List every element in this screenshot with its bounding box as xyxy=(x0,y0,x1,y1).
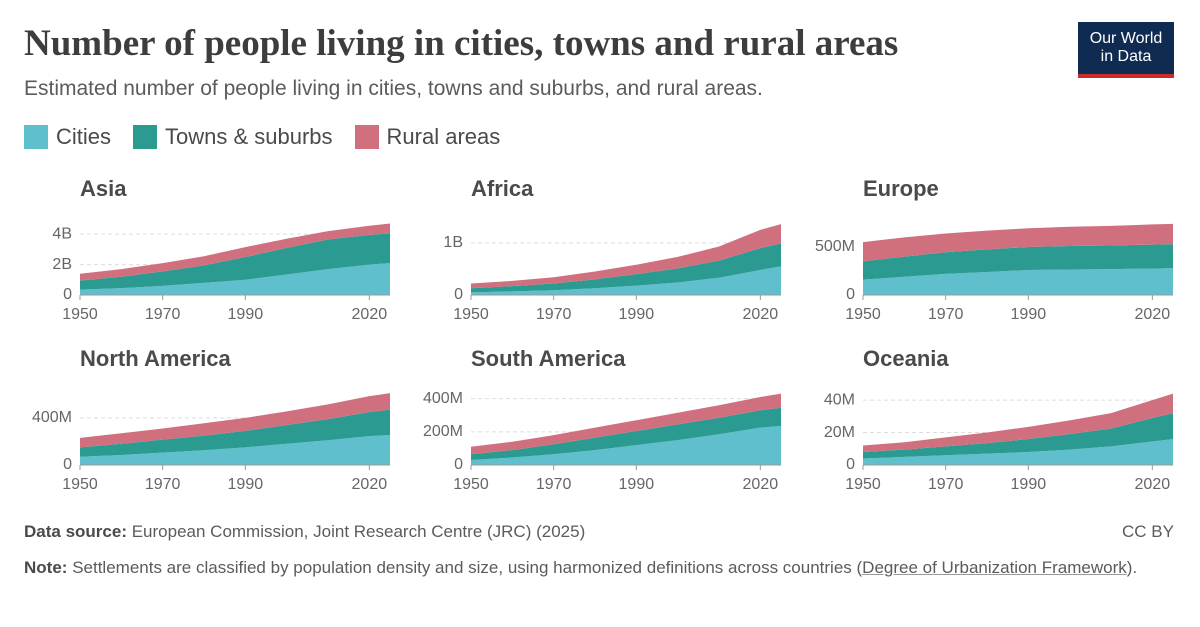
legend-label: Cities xyxy=(56,124,112,149)
y-tick-label: 400M xyxy=(423,390,463,407)
y-tick-label: 0 xyxy=(846,286,855,303)
legend-item[interactable]: Rural areas xyxy=(354,124,501,150)
area xyxy=(80,223,390,281)
panel-title: Africa xyxy=(471,176,534,201)
panel-title: Oceania xyxy=(863,346,949,371)
x-tick-label: 2020 xyxy=(743,306,779,323)
legend-swatch xyxy=(24,125,48,149)
x-tick-label: 1990 xyxy=(228,306,264,323)
area xyxy=(863,244,1173,280)
area xyxy=(80,233,390,290)
x-tick-label: 1990 xyxy=(1011,306,1047,323)
x-tick-label: 1990 xyxy=(619,476,655,493)
subtitle: Estimated number of people living in cit… xyxy=(24,77,763,100)
x-tick-label: 2020 xyxy=(352,306,388,323)
y-tick-label: 0 xyxy=(63,456,72,473)
y-tick-label: 4B xyxy=(52,225,72,242)
area xyxy=(863,413,1173,459)
source-text: European Commission, Joint Research Cent… xyxy=(131,522,586,541)
x-tick-label: 1990 xyxy=(1011,476,1047,493)
area xyxy=(471,266,781,295)
x-tick-label: 2020 xyxy=(1135,476,1171,493)
area xyxy=(471,224,781,289)
note-label: Note: xyxy=(24,558,68,577)
area xyxy=(863,439,1173,465)
area xyxy=(80,263,390,295)
x-tick-label: 1950 xyxy=(845,476,881,493)
y-tick-label: 2B xyxy=(52,256,72,273)
logo[interactable]: Our World in Data xyxy=(1078,22,1174,78)
legend-label: Rural areas xyxy=(386,124,501,149)
title: Number of people living in cities, towns… xyxy=(24,23,899,64)
legend-swatch xyxy=(354,125,379,149)
x-tick-label: 1950 xyxy=(453,476,489,493)
x-tick-label: 1950 xyxy=(453,306,489,323)
logo-line: in Data xyxy=(1100,48,1152,65)
x-tick-label: 1970 xyxy=(145,306,181,323)
note: Note: Settlements are classified by popu… xyxy=(24,555,1144,580)
x-tick-label: 1950 xyxy=(62,476,98,493)
y-tick-label: 0 xyxy=(63,286,72,303)
y-tick-label: 0 xyxy=(846,456,855,473)
legend-item[interactable]: Towns & suburbs xyxy=(133,124,333,150)
x-tick-label: 2020 xyxy=(1135,306,1171,323)
source-label: Data source: xyxy=(24,522,127,541)
logo-line: Our World xyxy=(1089,30,1163,47)
panel-title: North America xyxy=(80,346,232,371)
y-tick-label: 200M xyxy=(423,423,463,440)
x-tick-label: 1970 xyxy=(928,306,964,323)
area xyxy=(471,426,781,465)
legend: Cities Towns & suburbs Rural areas xyxy=(24,124,500,150)
legend-swatch xyxy=(133,125,158,149)
area xyxy=(80,393,390,448)
area xyxy=(863,223,1173,262)
panel-title: South America xyxy=(471,346,626,371)
area xyxy=(471,243,781,293)
panel-title: Europe xyxy=(863,176,939,201)
panel-title: Asia xyxy=(80,176,127,201)
y-tick-label: 0 xyxy=(454,456,463,473)
note-end: ). xyxy=(1126,558,1138,577)
area xyxy=(863,268,1173,295)
y-tick-label: 20M xyxy=(824,424,855,441)
legend-label: Towns & suburbs xyxy=(165,124,333,149)
note-text: Settlements are classified by population… xyxy=(72,558,863,577)
y-tick-label: 500M xyxy=(815,238,855,255)
x-tick-label: 2020 xyxy=(352,476,388,493)
x-tick-label: 1970 xyxy=(928,476,964,493)
x-tick-label: 1970 xyxy=(536,306,572,323)
note-link[interactable]: Degree of Urbanization Framework xyxy=(862,558,1127,577)
y-tick-label: 0 xyxy=(454,286,463,303)
x-tick-label: 1950 xyxy=(62,306,98,323)
x-tick-label: 1970 xyxy=(145,476,181,493)
x-tick-label: 1990 xyxy=(228,476,264,493)
x-tick-label: 1990 xyxy=(619,306,655,323)
license: CC BY xyxy=(1122,522,1174,541)
area xyxy=(471,393,781,455)
y-tick-label: 1B xyxy=(443,234,463,251)
x-tick-label: 1950 xyxy=(845,306,881,323)
x-tick-label: 1970 xyxy=(536,476,572,493)
source: Data source: European Commission, Joint … xyxy=(24,522,585,542)
area xyxy=(471,407,781,461)
legend-item[interactable]: Cities xyxy=(24,124,111,150)
y-tick-label: 400M xyxy=(32,409,72,426)
area xyxy=(80,409,390,457)
x-tick-label: 2020 xyxy=(743,476,779,493)
area xyxy=(80,434,390,465)
y-tick-label: 40M xyxy=(824,391,855,408)
area xyxy=(863,393,1173,453)
